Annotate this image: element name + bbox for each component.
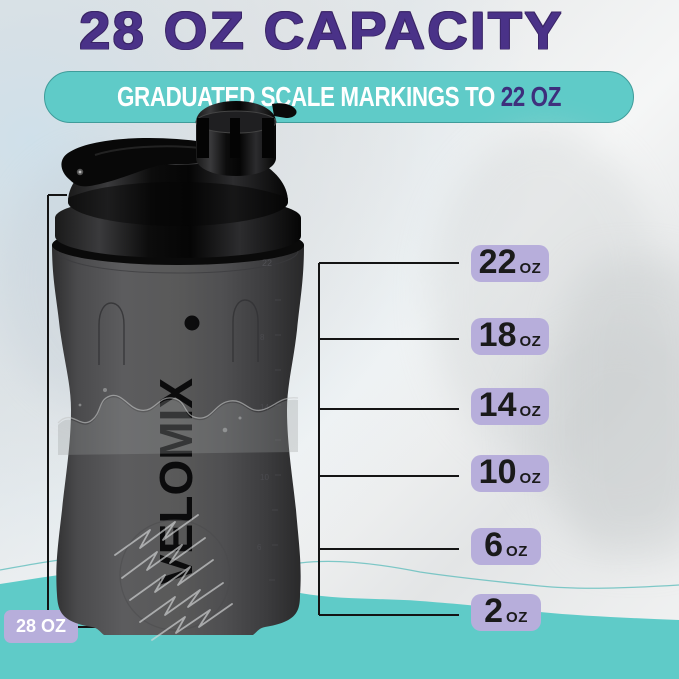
- svg-text:8: 8: [260, 333, 265, 342]
- svg-text:22: 22: [262, 258, 272, 268]
- svg-text:6: 6: [257, 543, 262, 552]
- svg-text:10: 10: [260, 473, 269, 482]
